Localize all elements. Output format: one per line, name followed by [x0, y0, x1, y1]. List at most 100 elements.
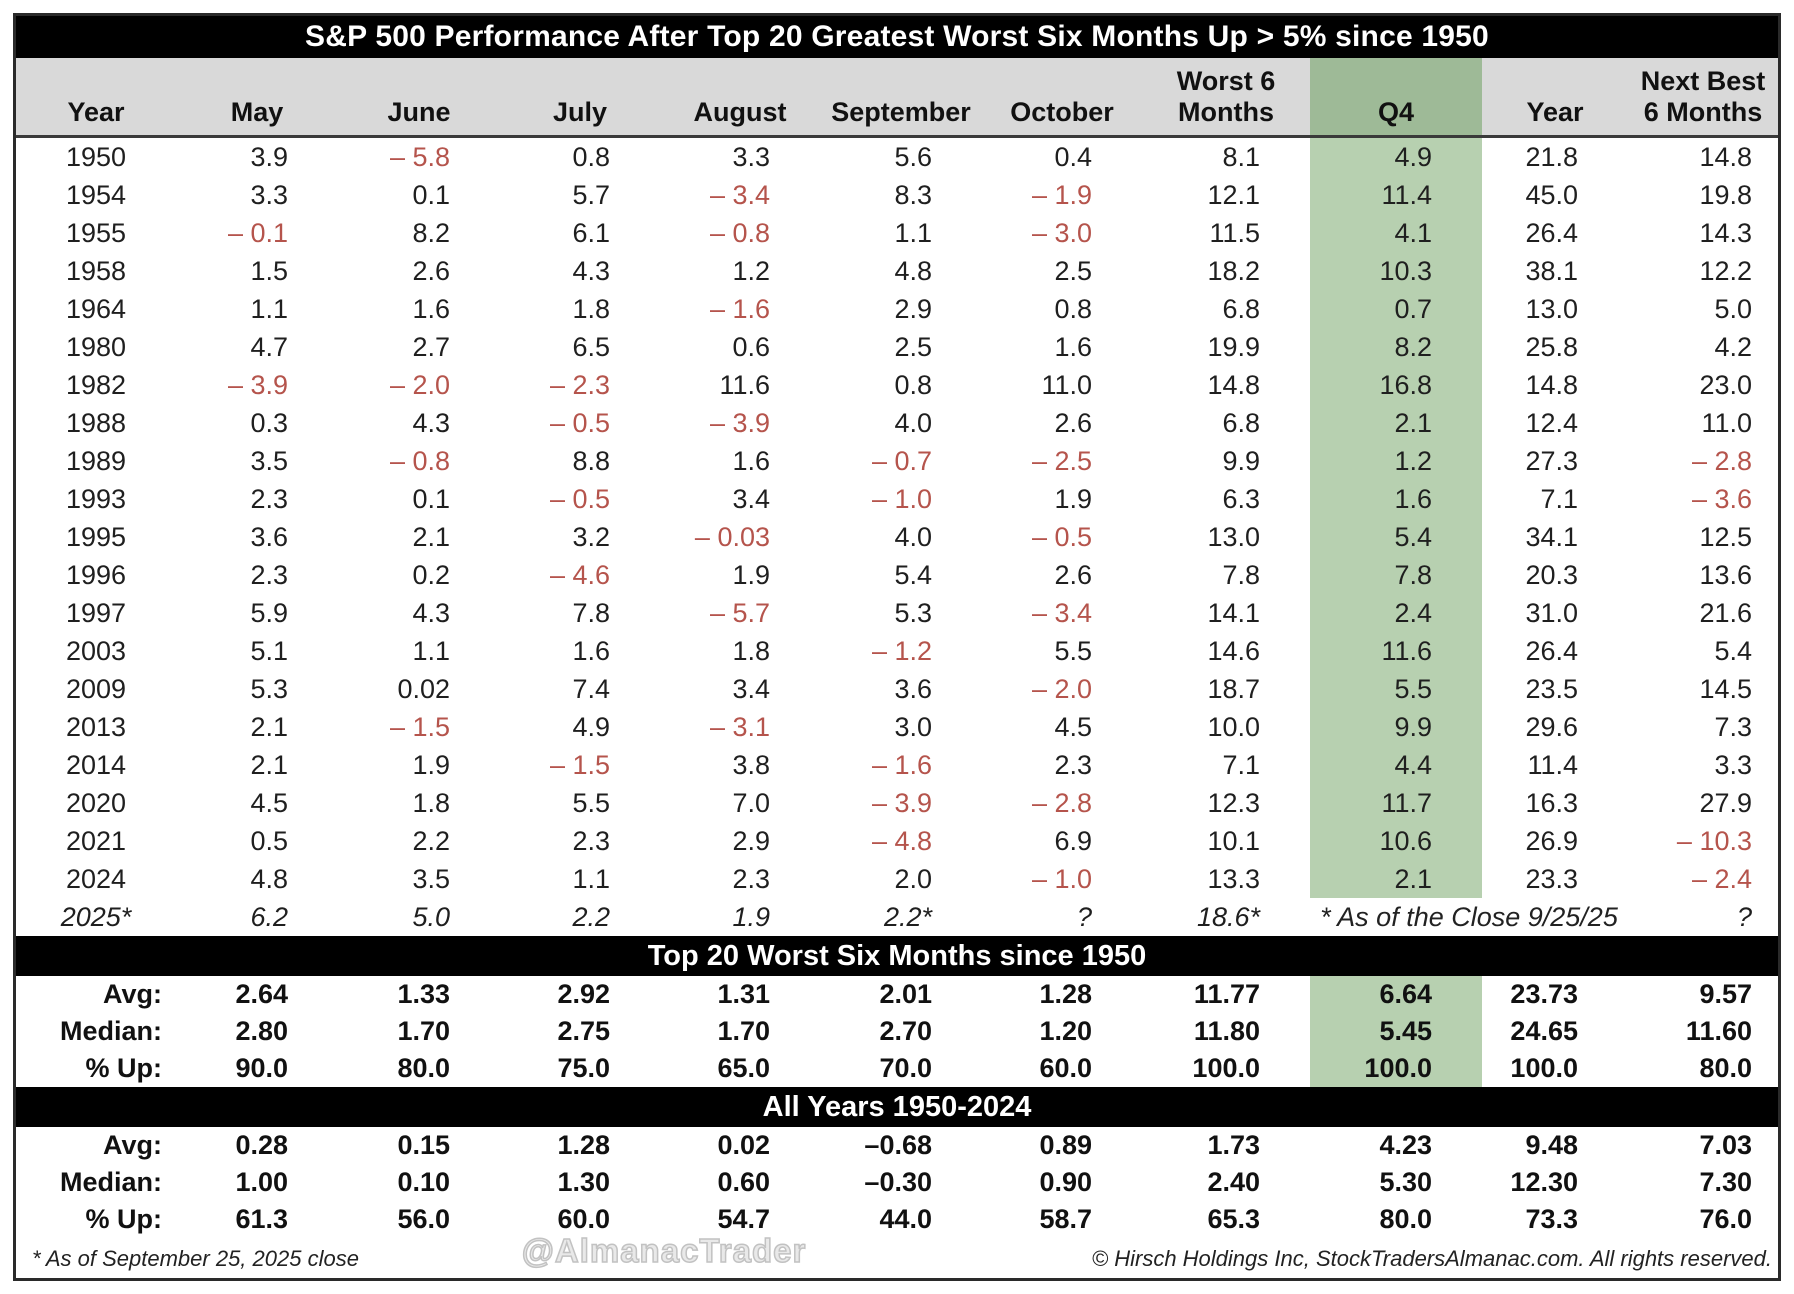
table-row-1982: 1982 – 3.9 – 2.0 – 2.3 11.6 0.8 11.0 14.8 16.8 14… — [16, 366, 1778, 405]
cell: – 2.8 — [1691, 445, 1752, 476]
cell: 1.70 — [717, 1016, 770, 1047]
cell: 5.3 — [250, 673, 288, 704]
cell: 0.90 — [1039, 1167, 1092, 1198]
column-header-year: Year — [16, 58, 176, 139]
cell: 11.6 — [719, 369, 770, 400]
cell: – 0.7 — [871, 445, 932, 476]
cell: 4.5 — [1054, 711, 1092, 742]
cell: 3.3 — [250, 179, 288, 210]
cell: 1.73 — [1207, 1130, 1260, 1161]
cell: 1.9 — [732, 559, 770, 590]
cell: 1.6 — [412, 293, 450, 324]
summary-row-up: % Up: 61.3 56.0 60.0 54.7 44.0 58.7 65.3 80.0 73.… — [16, 1201, 1778, 1238]
cell: – 3.9 — [227, 369, 288, 400]
cell: – 0.5 — [549, 407, 610, 438]
cell: 13.3 — [1207, 863, 1260, 894]
cell: 14.3 — [1699, 217, 1752, 248]
cell: 1.33 — [397, 979, 450, 1010]
cell: 2.3 — [250, 559, 288, 590]
cell: 80.0 — [1699, 1053, 1752, 1084]
cell: 0.10 — [397, 1167, 450, 1198]
cell: –0.30 — [864, 1167, 932, 1198]
cell: 7.1 — [1540, 483, 1578, 514]
cell: 7.30 — [1699, 1167, 1752, 1198]
cell: 6.8 — [1222, 293, 1260, 324]
cell: 0.8 — [1054, 293, 1092, 324]
cell: 5.45 — [1310, 1013, 1482, 1051]
cell: 0.2 — [412, 559, 450, 590]
cell: 2.3 — [250, 483, 288, 514]
year-cell: 1950 — [65, 141, 127, 172]
column-header-september: September — [820, 58, 982, 139]
cell: – 3.4 — [709, 179, 770, 210]
cell: 5.4 — [894, 559, 932, 590]
cell: 0.1 — [412, 483, 450, 514]
cell: 2.5 — [894, 331, 932, 362]
cell: 7.1 — [1222, 749, 1260, 780]
cell: 2.1 — [250, 749, 288, 780]
cell: 7.4 — [572, 673, 610, 704]
cell: 1.20 — [1039, 1016, 1092, 1047]
cell: 5.9 — [250, 597, 288, 628]
cell: 1.30 — [557, 1167, 610, 1198]
cell: 70.0 — [879, 1053, 932, 1084]
cell: 6.5 — [572, 331, 610, 362]
cell: 1.9 — [412, 749, 450, 780]
column-header-q4: Q4 — [1310, 58, 1482, 139]
data-table: Year May June July August September October Wor… — [16, 58, 1778, 1238]
header-row: Year May June July August September October Wor… — [16, 58, 1778, 139]
column-header-worst-6-months: Worst 6 Months — [1142, 58, 1310, 139]
column-header-july: July — [500, 58, 660, 139]
cell: 5.0 — [412, 901, 450, 932]
cell: 6.9 — [1054, 825, 1092, 856]
cell: – 0.03 — [694, 521, 770, 552]
table-row-1997: 1997 5.9 4.3 7.8 – 5.7 5.3 – 3.4 14.1 2.4 31.0 21.… — [16, 594, 1778, 633]
cell: 4.2 — [1714, 331, 1752, 362]
year-cell: 2025* — [60, 901, 132, 932]
cell: 34.1 — [1525, 521, 1578, 552]
year-cell: 1958 — [65, 255, 127, 286]
cell: 1.00 — [235, 1167, 288, 1198]
cell: ? — [1076, 901, 1092, 932]
table-header: Year May June July August September October Wor… — [16, 58, 1778, 139]
cell: 18.2 — [1207, 255, 1260, 286]
year-cell: 1964 — [65, 293, 127, 324]
cell: 4.4 — [1310, 746, 1482, 785]
table-row-1980: 1980 4.7 2.7 6.5 0.6 2.5 1.6 19.9 8.2 25.8 4.2 — [16, 328, 1778, 367]
cell: 45.0 — [1525, 179, 1578, 210]
table-row-2020: 2020 4.5 1.8 5.5 7.0 – 3.9 – 2.8 12.3 11.7 16.3 27… — [16, 784, 1778, 823]
cell: 0.28 — [235, 1130, 288, 1161]
cell: 0.89 — [1039, 1130, 1092, 1161]
year-cell: 2024 — [65, 863, 127, 894]
cell: 2.3 — [1054, 749, 1092, 780]
cell: 23.73 — [1510, 979, 1578, 1010]
cell: 10.1 — [1207, 825, 1260, 856]
cell: – 4.6 — [549, 559, 610, 590]
cell: – 1.5 — [549, 749, 610, 780]
cell: 1.8 — [572, 293, 610, 324]
cell: 3.2 — [572, 521, 610, 552]
cell: 2.1 — [412, 521, 450, 552]
cell: 7.8 — [572, 597, 610, 628]
cell: 2.9 — [732, 825, 770, 856]
cell: 1.31 — [717, 979, 770, 1010]
cell: 2.7 — [412, 331, 450, 362]
cell: – 1.9 — [1031, 179, 1092, 210]
cell: 4.3 — [412, 407, 450, 438]
cell: 5.5 — [1054, 635, 1092, 666]
cell: – 1.0 — [1031, 863, 1092, 894]
cell: 27.9 — [1699, 787, 1752, 818]
cell: 0.02 — [397, 673, 450, 704]
cell: 6.64 — [1310, 976, 1482, 1014]
cell: 16.8 — [1310, 366, 1482, 405]
cell: ? — [1736, 901, 1752, 932]
cell: 2.70 — [879, 1016, 932, 1047]
cell: – 2.0 — [389, 369, 450, 400]
summary-label: % Up: — [85, 1204, 163, 1235]
cell: 8.8 — [572, 445, 610, 476]
cell: – 10.3 — [1676, 825, 1752, 856]
year-cell: 2014 — [65, 749, 127, 780]
cell: 9.9 — [1310, 708, 1482, 747]
cell: – 2.3 — [549, 369, 610, 400]
cell: – 0.5 — [1031, 521, 1092, 552]
